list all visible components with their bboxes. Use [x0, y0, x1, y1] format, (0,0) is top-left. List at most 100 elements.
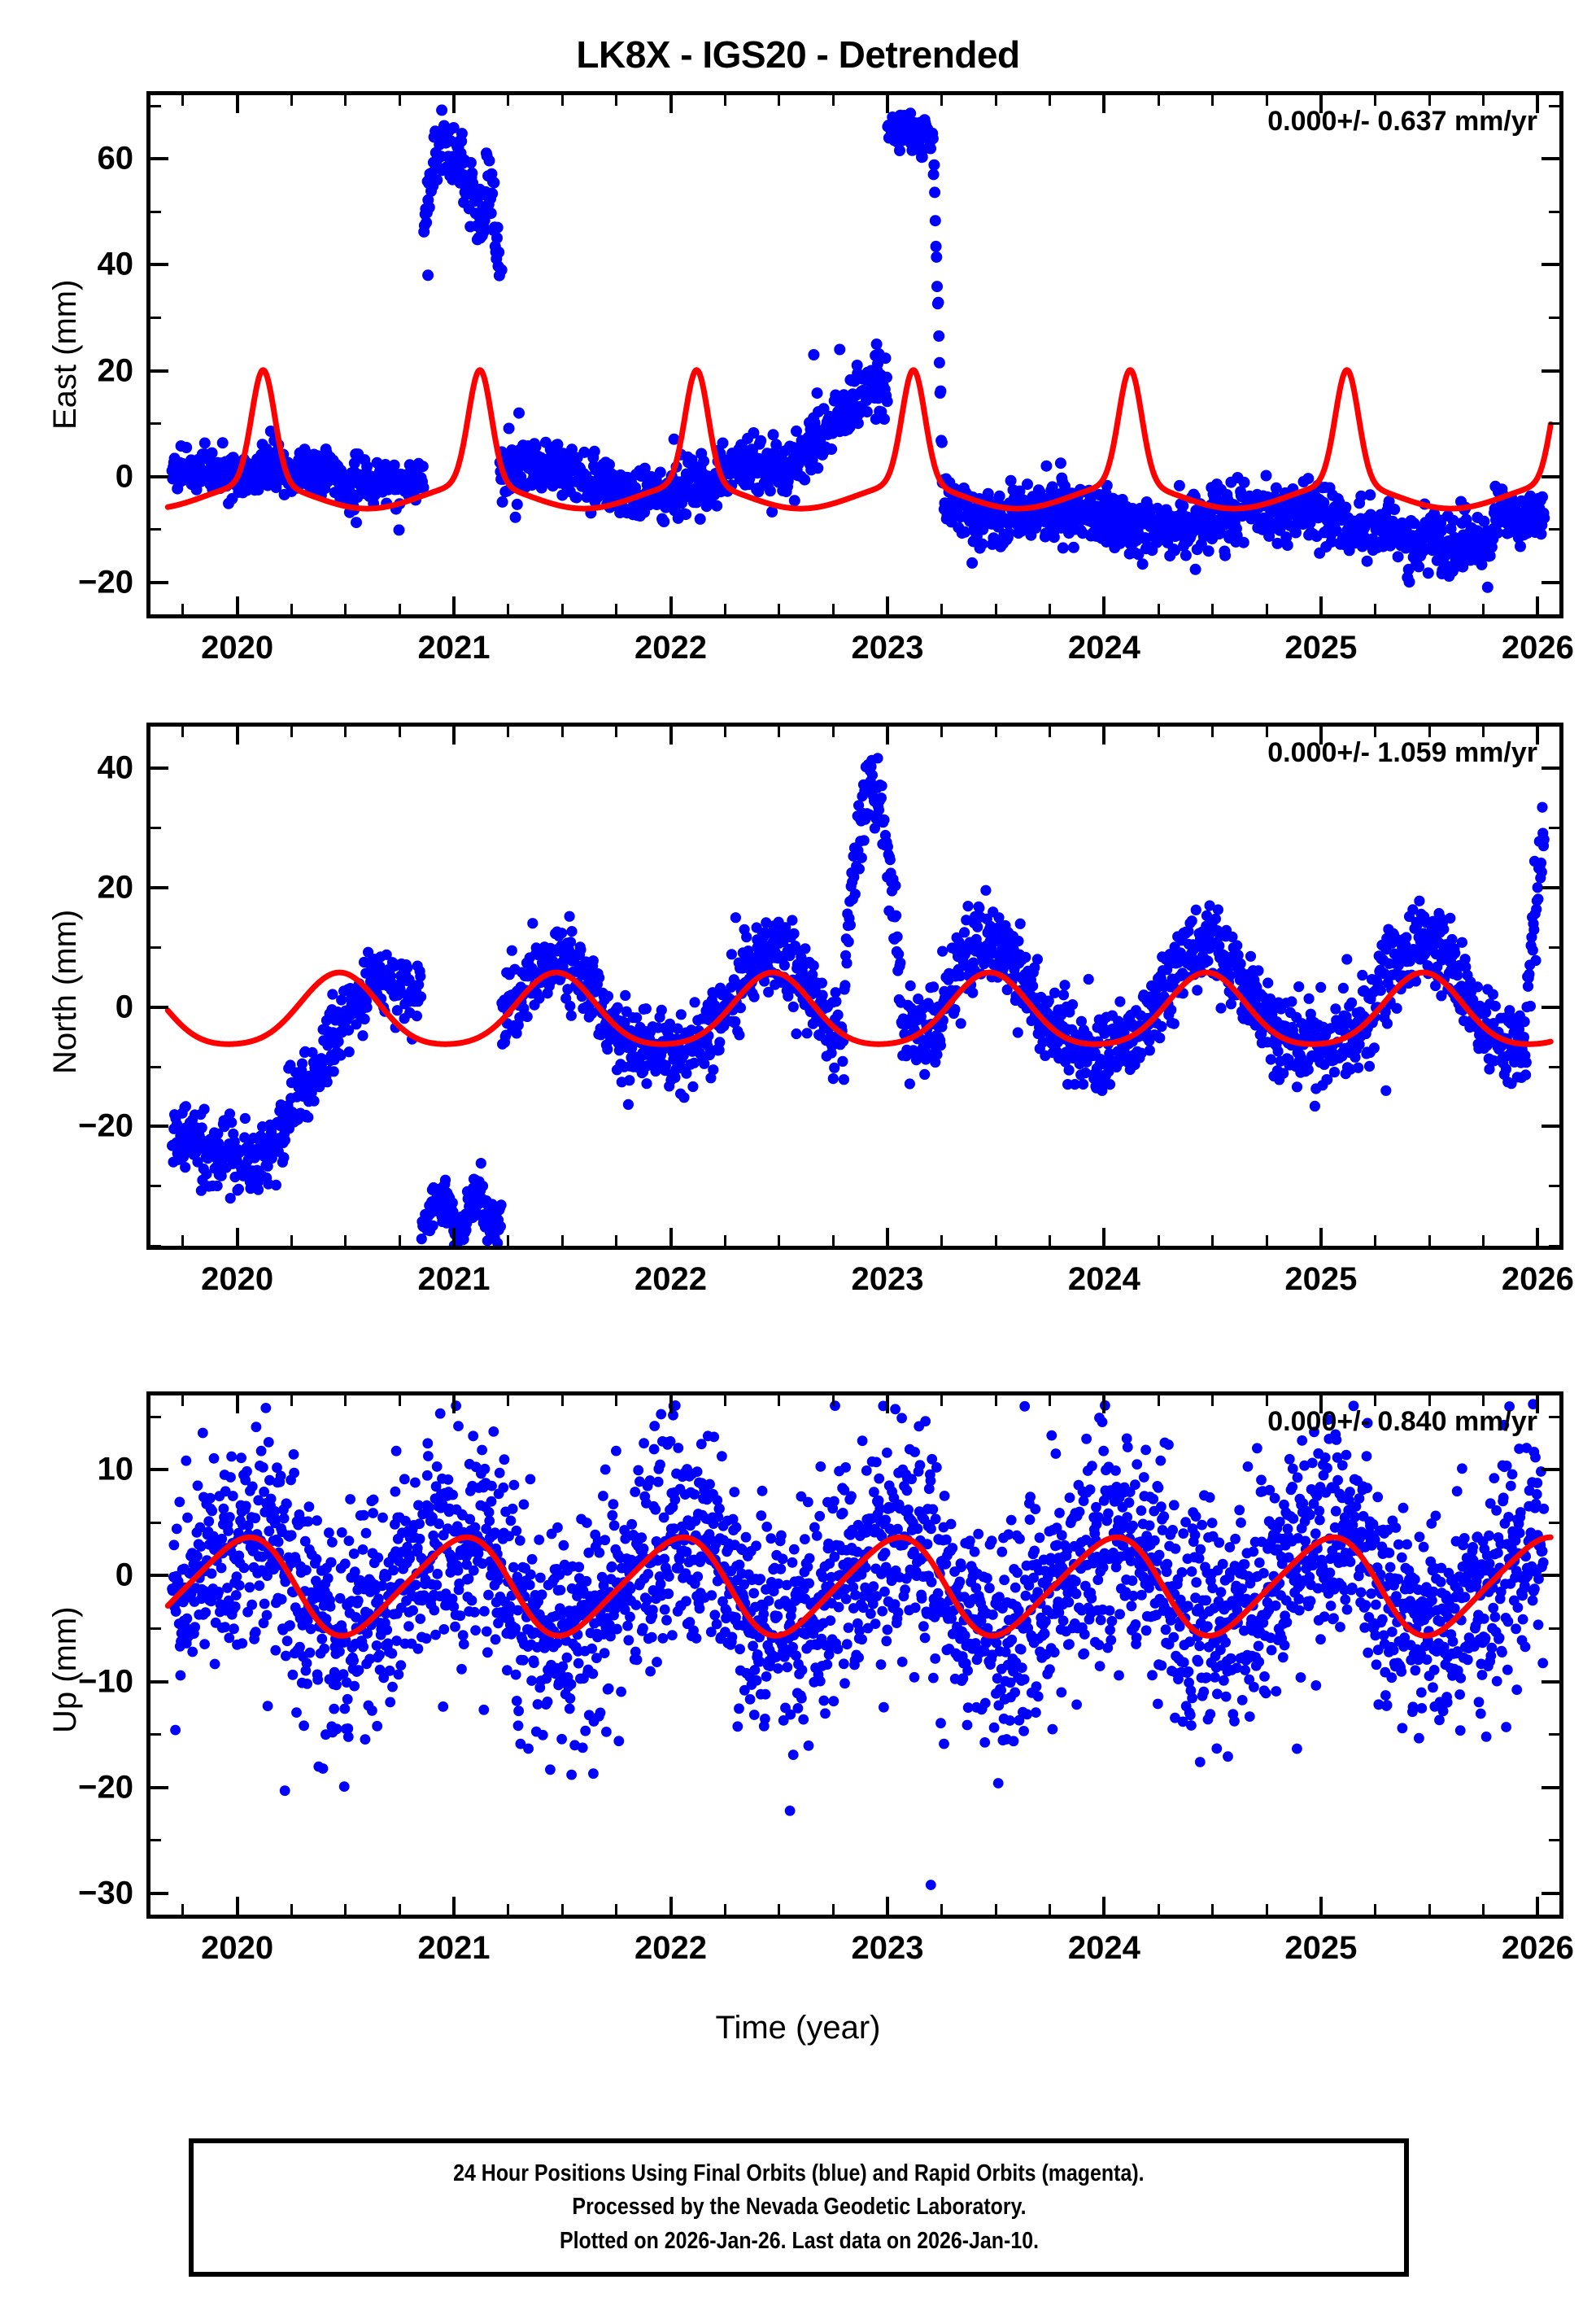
x-tick-major-2026.00 — [1536, 95, 1540, 113]
x-tick-minor-2023.25 — [940, 95, 944, 106]
x-tick-minor-2025.25 — [1374, 1395, 1376, 1406]
x-tick-minor-2020.50 — [344, 1904, 347, 1915]
y-tick-minor--10 — [150, 528, 161, 531]
y-tick-minor--30 — [1549, 1185, 1559, 1188]
x-tick-minor-2022.50 — [778, 1235, 781, 1246]
x-tick-minor-2025.25 — [1374, 1235, 1376, 1246]
x-tick-minor-2024.25 — [1157, 1235, 1160, 1246]
x-tick-minor-2024.75 — [1265, 727, 1268, 737]
x-tick-minor-2019.75 — [181, 604, 185, 614]
caption-line-3: Plotted on 2026-Jan-26. Last data on 202… — [559, 2227, 1039, 2254]
x-tick-major-2025.00 — [1319, 1395, 1323, 1413]
x-tick-major-2023.00 — [885, 1228, 889, 1246]
x-tick-label-2020: 2020 — [201, 1930, 274, 1966]
y-tick-minor-30 — [1549, 316, 1559, 319]
x-tick-major-2023.00 — [885, 95, 889, 113]
panel-east-rate-annotation: 0.000+/- 0.637 mm/yr — [1267, 106, 1537, 137]
x-tick-major-2023.00 — [885, 596, 889, 614]
x-tick-minor-2025.50 — [1428, 604, 1431, 614]
x-tick-major-2024.00 — [1102, 1897, 1106, 1915]
x-tick-minor-2025.50 — [1428, 1395, 1431, 1406]
y-tick-label--10: −10 — [78, 1663, 133, 1700]
x-tick-minor-2024.50 — [1211, 604, 1214, 614]
x-tick-minor-2025.75 — [1482, 1235, 1485, 1246]
x-tick-minor-2021.25 — [507, 1235, 510, 1246]
y-tick-label-20: 20 — [97, 869, 134, 906]
x-tick-label-2023: 2023 — [851, 1930, 924, 1966]
x-tick-minor-2024.75 — [1265, 95, 1268, 106]
x-tick-minor-2023.75 — [1049, 1904, 1052, 1915]
y-tick-major-60 — [1541, 157, 1559, 161]
area-east-series-group — [164, 104, 1554, 593]
x-tick-major-2022.00 — [669, 1228, 673, 1246]
x-tick-minor-2024.50 — [1211, 95, 1214, 106]
x-tick-minor-2025.50 — [1428, 95, 1431, 106]
x-tick-minor-2021.50 — [560, 95, 564, 106]
x-tick-major-2025.00 — [1319, 596, 1323, 614]
x-tick-minor-2019.75 — [181, 95, 185, 106]
x-tick-minor-2022.25 — [723, 604, 726, 614]
x-tick-minor-2024.75 — [1265, 604, 1268, 614]
x-tick-label-2020: 2020 — [201, 630, 274, 666]
x-tick-minor-2021.75 — [615, 95, 618, 106]
panel-up-plot-area — [146, 1391, 1563, 1919]
x-tick-minor-2020.50 — [344, 727, 347, 737]
x-tick-minor-2020.75 — [398, 95, 401, 106]
x-tick-minor-2023.25 — [940, 1395, 944, 1406]
x-tick-label-2025: 2025 — [1284, 1930, 1358, 1966]
y-tick-label--20: −20 — [78, 1769, 133, 1806]
x-tick-minor-2025.50 — [1428, 727, 1431, 737]
x-tick-minor-2020.75 — [398, 727, 401, 737]
x-tick-label-2024: 2024 — [1067, 1930, 1140, 1966]
x-tick-minor-2022.75 — [831, 604, 835, 614]
area-up-model-curve — [164, 1534, 1554, 1639]
x-tick-minor-2024.25 — [1157, 95, 1160, 106]
x-tick-minor-2023.25 — [940, 1904, 944, 1915]
x-tick-minor-2019.75 — [181, 1235, 185, 1246]
x-tick-minor-2024.50 — [1211, 1395, 1214, 1406]
y-tick-major--20 — [150, 1125, 168, 1129]
x-tick-minor-2025.75 — [1482, 1395, 1485, 1406]
x-tick-minor-2025.75 — [1482, 95, 1485, 106]
x-tick-minor-2023.25 — [940, 604, 944, 614]
x-tick-major-2024.00 — [1102, 1395, 1106, 1413]
x-tick-minor-2021.75 — [615, 604, 618, 614]
x-tick-minor-2021.50 — [560, 1904, 564, 1915]
y-tick-minor--5 — [1549, 1627, 1559, 1630]
x-tick-major-2020.00 — [235, 1228, 239, 1246]
y-tick-label-60: 60 — [97, 140, 134, 177]
panel-up: 0.000+/- 0.840 mm/yr 2020 2021 2022 2023 202… — [78, 1391, 1574, 1966]
y-tick-label--20: −20 — [78, 1107, 133, 1144]
x-tick-label-2021: 2021 — [417, 1930, 491, 1966]
y-tick-label-20: 20 — [97, 352, 134, 389]
x-tick-minor-2019.75 — [181, 1395, 185, 1406]
x-tick-label-2024: 2024 — [1067, 1261, 1140, 1297]
x-tick-major-2022.00 — [669, 95, 673, 113]
x-tick-minor-2023.25 — [940, 1235, 944, 1246]
x-tick-major-2025.00 — [1319, 1897, 1323, 1915]
y-tick-minor--15 — [150, 1733, 161, 1736]
y-tick-minor-5 — [150, 1521, 161, 1524]
x-tick-label-2026: 2026 — [1501, 630, 1574, 666]
x-tick-major-2021.00 — [452, 95, 456, 113]
x-tick-minor-2025.75 — [1482, 604, 1485, 614]
y-tick-major--20 — [1541, 580, 1559, 584]
x-tick-major-2025.00 — [1319, 95, 1323, 113]
y-tick-major-20 — [150, 369, 168, 373]
x-tick-minor-2021.25 — [507, 1904, 510, 1915]
y-tick-minor-70 — [1549, 104, 1559, 107]
y-tick-minor-15 — [150, 1415, 161, 1418]
y-tick-minor--30 — [150, 1185, 161, 1188]
y-tick-major-20 — [150, 886, 168, 889]
x-tick-major-2020.00 — [235, 727, 239, 745]
area-north-series-group — [164, 753, 1554, 1246]
x-tick-major-2020.00 — [235, 1897, 239, 1915]
x-tick-minor-2022.50 — [778, 1904, 781, 1915]
y-tick-minor--25 — [150, 1839, 161, 1842]
x-tick-minor-2020.75 — [398, 1395, 401, 1406]
x-tick-minor-2023.75 — [1049, 727, 1052, 737]
x-tick-minor-2025.75 — [1482, 1904, 1485, 1915]
y-tick-major-20 — [1541, 886, 1559, 889]
x-tick-label-2023: 2023 — [851, 1261, 924, 1297]
x-tick-minor-2025.75 — [1482, 727, 1485, 737]
